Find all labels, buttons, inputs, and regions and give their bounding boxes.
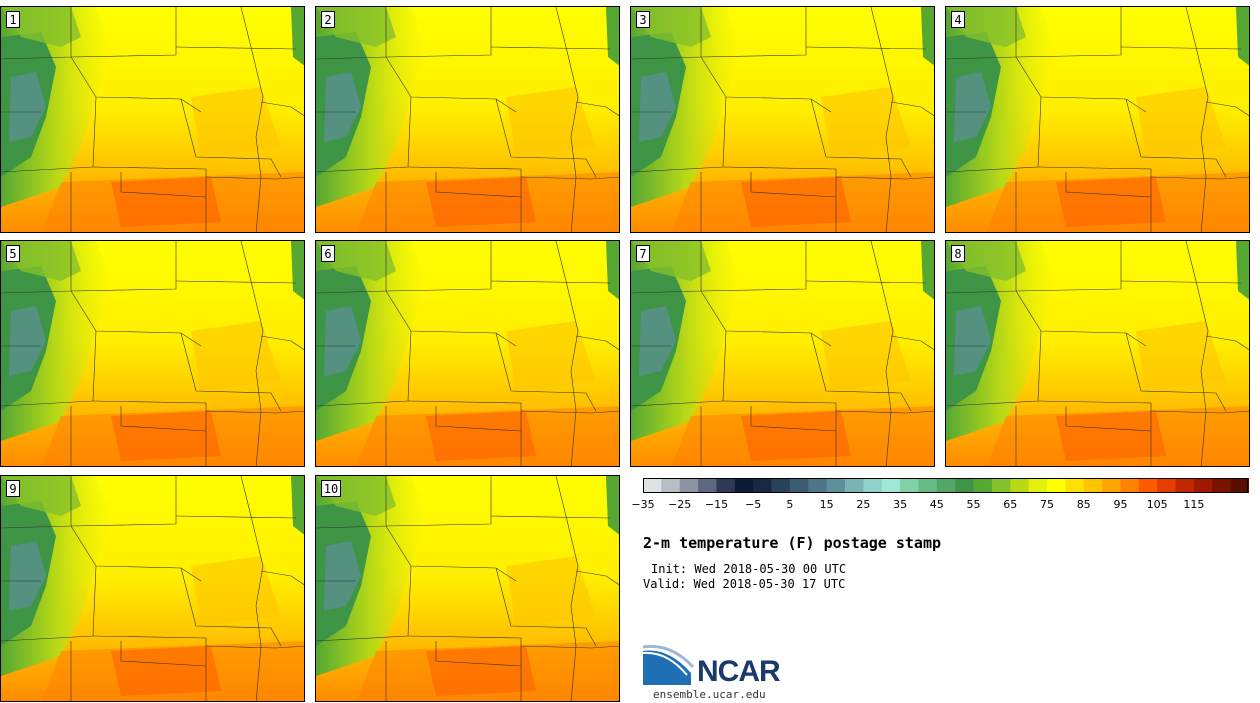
ensemble-member-panel: 7 [630,240,935,467]
colorbar-tick-label: −35 [631,498,655,511]
ensemble-member-panel: 1 [0,6,305,233]
ensemble-member-panel: 10 [315,475,620,702]
ncar-logo-icon [643,645,695,685]
member-number-label: 1 [6,11,20,28]
colorbar-swatch [1065,478,1085,493]
colorbar-swatch [826,478,846,493]
colorbar-tick-label: 105 [1146,498,1168,511]
colorbar-swatch [1102,478,1121,493]
colorbar-tick-label: −15 [704,498,729,511]
colorbar-swatch [1157,478,1177,493]
colorbar-tick-label: 5 [786,498,794,511]
colorbar-swatch [771,478,791,493]
colorbar-tick-label: 115 [1183,498,1205,511]
website-url: ensemble.ucar.edu [653,688,766,701]
colorbar-swatch [900,478,919,493]
colorbar-swatch [955,478,975,493]
colorbar-swatch [1138,478,1158,493]
colorbar-swatch [845,478,864,493]
colorbar-swatch [918,478,938,493]
colorbar-tick-label: −5 [745,498,762,511]
colorbar-swatch [734,478,754,493]
ensemble-member-panel: 5 [0,240,305,467]
ensemble-member-panel: 2 [315,6,620,233]
colorbar-tick-label: 45 [929,498,944,511]
valid-time: Valid: Wed 2018-05-30 17 UTC [643,577,846,591]
colorbar-swatch [881,478,901,493]
member-number-label: 5 [6,245,20,262]
colorbar-swatch [1175,478,1195,493]
member-number-label: 8 [951,245,965,262]
colorbar-tick-labels: −35 −25 −15 −5 5 15 25 35 45 55 65 75 85 95 105 115 [631,498,1253,514]
colorbar-swatch [1120,478,1140,493]
ensemble-member-panel: 6 [315,240,620,467]
colorbar-tick-label: 25 [856,498,871,511]
map-title: 2-m temperature (F) postage stamp [643,534,942,552]
member-number-label: 6 [321,245,335,262]
colorbar-tick-label: 65 [1003,498,1018,511]
colorbar-swatch [863,478,883,493]
member-number-label: 9 [6,480,20,497]
colorbar-tick-label: 95 [1113,498,1128,511]
colorbar-swatch [1083,478,1103,493]
colorbar-swatch [716,478,736,493]
colorbar-tick-label: 55 [966,498,981,511]
colorbar-tick-label: −25 [668,498,692,511]
colorbar-tick-label: 75 [1040,498,1054,511]
temperature-colorbar [643,478,1249,493]
colorbar-swatch [808,478,828,493]
colorbar-tick-label: 15 [819,498,834,511]
colorbar-tick-label: 35 [893,498,908,511]
colorbar-swatch [1028,478,1048,493]
colorbar-swatch [1047,478,1066,493]
colorbar-swatch [973,478,993,493]
colorbar-tick-label: 85 [1076,498,1091,511]
colorbar-swatch [698,478,717,493]
colorbar-swatch [991,478,1011,493]
colorbar-swatch [679,478,699,493]
colorbar-swatch [789,478,809,493]
member-number-label: 7 [636,245,650,262]
colorbar-swatch [1193,478,1213,493]
member-number-label: 3 [636,11,650,28]
ensemble-member-panel: 3 [630,6,935,233]
init-time: Init: Wed 2018-05-30 00 UTC [651,562,847,576]
member-number-label: 10 [321,480,341,497]
member-number-label: 4 [951,11,965,28]
colorbar-swatch [643,478,662,493]
ensemble-member-panel: 4 [945,6,1250,233]
colorbar-swatch [1010,478,1030,493]
ensemble-member-panel: 8 [945,240,1250,467]
member-number-label: 2 [321,11,335,28]
colorbar-swatch [1230,478,1249,493]
colorbar-swatch [753,478,773,493]
colorbar-swatch [936,478,956,493]
colorbar-swatch [1212,478,1232,493]
logo-wordmark: NCAR [697,655,781,688]
colorbar-swatch [661,478,681,493]
ensemble-member-panel: 9 [0,475,305,702]
